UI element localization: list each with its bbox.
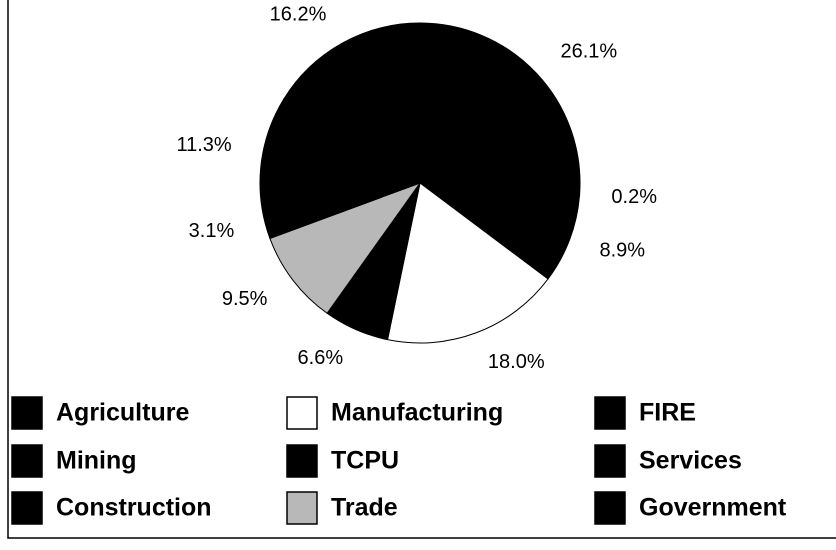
legend-swatch	[594, 444, 626, 478]
legend-label: TCPU	[331, 447, 399, 475]
legend-label: Construction	[56, 494, 212, 522]
data-label: 26.1%	[560, 40, 617, 62]
legend-swatch	[11, 396, 43, 430]
legend-swatch	[286, 491, 318, 525]
legend-label: Government	[639, 494, 787, 522]
pie-slice	[259, 98, 422, 209]
legend-label: FIRE	[639, 399, 696, 427]
pie-slice	[269, 181, 422, 314]
data-label: 11.3%	[176, 134, 231, 156]
data-label: 18.0%	[488, 351, 545, 373]
data-label: 3.1%	[189, 220, 235, 242]
pie-slice	[386, 182, 549, 344]
legend-swatch	[594, 396, 626, 430]
data-label: 6.6%	[298, 347, 344, 369]
legend-swatch	[286, 444, 318, 478]
data-label: 0.2%	[611, 186, 657, 208]
frame	[7, 0, 836, 539]
data-label: 8.9%	[599, 239, 645, 261]
legend-swatch	[11, 444, 43, 478]
pie-slice	[283, 22, 421, 184]
legend-swatch	[286, 396, 318, 430]
legend-swatch	[594, 491, 626, 525]
legend-label: Services	[639, 447, 742, 475]
legend-label: Trade	[331, 494, 398, 522]
data-label: 9.5%	[222, 288, 268, 310]
legend-label: Agriculture	[56, 399, 189, 427]
pie-slice	[418, 182, 580, 280]
pie-slice	[419, 22, 581, 195]
legend-swatch	[11, 491, 43, 525]
legend-label: Mining	[56, 447, 137, 475]
legend-label: Manufacturing	[331, 399, 503, 427]
data-label: 16.2%	[270, 4, 327, 26]
